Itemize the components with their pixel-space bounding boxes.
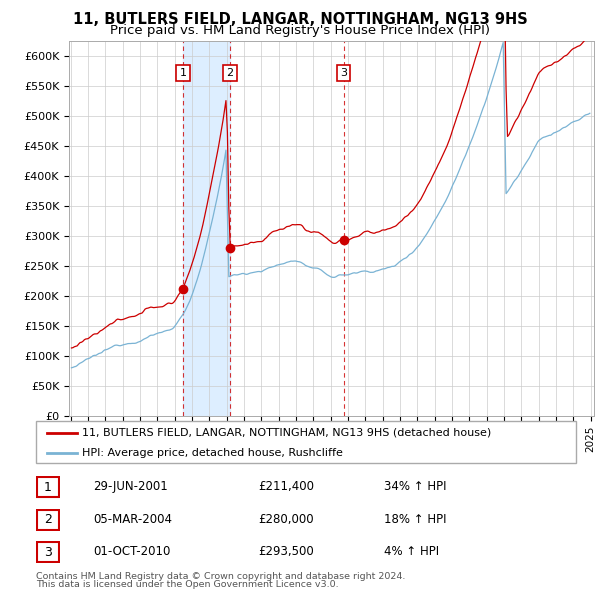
FancyBboxPatch shape — [37, 477, 59, 497]
Text: 1: 1 — [44, 481, 52, 494]
Bar — [183, 41, 230, 416]
FancyBboxPatch shape — [37, 510, 59, 530]
FancyBboxPatch shape — [36, 421, 576, 463]
Text: Contains HM Land Registry data © Crown copyright and database right 2024.: Contains HM Land Registry data © Crown c… — [36, 572, 406, 581]
FancyBboxPatch shape — [37, 542, 59, 562]
Text: 11, BUTLERS FIELD, LANGAR, NOTTINGHAM, NG13 9HS (detached house): 11, BUTLERS FIELD, LANGAR, NOTTINGHAM, N… — [82, 428, 491, 438]
Text: 2: 2 — [44, 513, 52, 526]
Text: 3: 3 — [340, 68, 347, 78]
Text: £280,000: £280,000 — [258, 513, 314, 526]
Text: £293,500: £293,500 — [258, 545, 314, 558]
Text: 34% ↑ HPI: 34% ↑ HPI — [384, 480, 446, 493]
Text: 18% ↑ HPI: 18% ↑ HPI — [384, 513, 446, 526]
Text: 1: 1 — [179, 68, 187, 78]
Text: 01-OCT-2010: 01-OCT-2010 — [93, 545, 170, 558]
Text: Price paid vs. HM Land Registry's House Price Index (HPI): Price paid vs. HM Land Registry's House … — [110, 24, 490, 37]
Text: 29-JUN-2001: 29-JUN-2001 — [93, 480, 168, 493]
Text: £211,400: £211,400 — [258, 480, 314, 493]
Text: 3: 3 — [44, 546, 52, 559]
Text: This data is licensed under the Open Government Licence v3.0.: This data is licensed under the Open Gov… — [36, 580, 338, 589]
Text: 11, BUTLERS FIELD, LANGAR, NOTTINGHAM, NG13 9HS: 11, BUTLERS FIELD, LANGAR, NOTTINGHAM, N… — [73, 12, 527, 27]
Text: HPI: Average price, detached house, Rushcliffe: HPI: Average price, detached house, Rush… — [82, 448, 343, 457]
Text: 4% ↑ HPI: 4% ↑ HPI — [384, 545, 439, 558]
Text: 2: 2 — [226, 68, 233, 78]
Text: 05-MAR-2004: 05-MAR-2004 — [93, 513, 172, 526]
